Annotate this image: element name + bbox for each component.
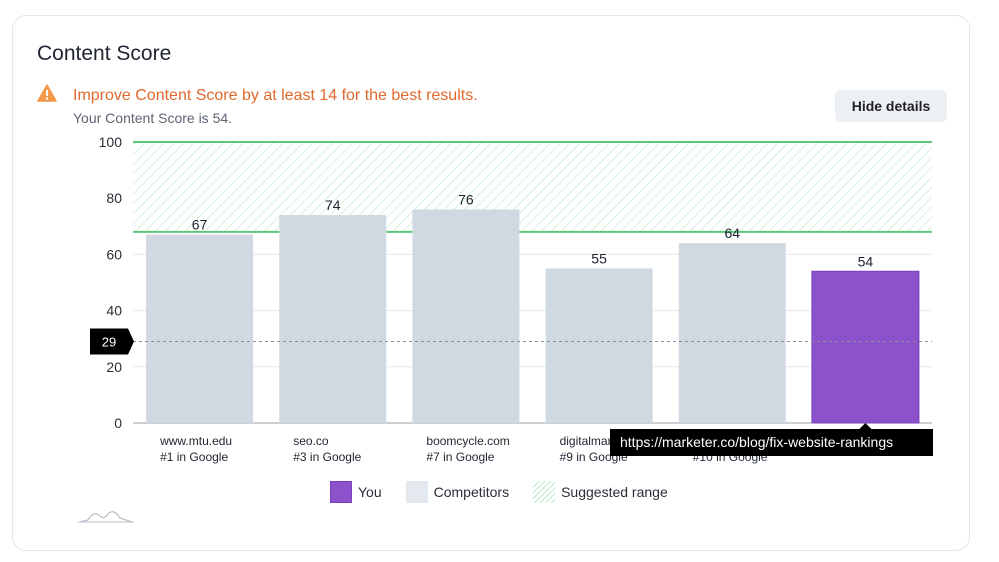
bar-competitor[interactable] bbox=[678, 243, 786, 423]
reference-badge-label: 29 bbox=[102, 335, 116, 350]
bar-competitor[interactable] bbox=[146, 234, 254, 423]
legend-label-competitors: Competitors bbox=[433, 484, 510, 500]
x-tick-rank-label: #3 in Google bbox=[293, 450, 361, 464]
x-tick-site-label: seo.co bbox=[293, 434, 329, 448]
bar-value-label: 54 bbox=[858, 253, 874, 269]
tooltip-url: https://marketer.co/blog/fix-website-ran… bbox=[620, 434, 893, 450]
tooltip-box bbox=[610, 429, 933, 456]
legend-item-you: You bbox=[330, 481, 382, 503]
legend-swatch-you bbox=[330, 481, 352, 503]
bar-value-label: 67 bbox=[192, 217, 208, 233]
bar-value-label: 64 bbox=[724, 225, 740, 241]
legend-label-suggested-range: Suggested range bbox=[561, 484, 668, 500]
reference-badge bbox=[90, 328, 134, 355]
tooltip-arrow bbox=[859, 423, 872, 429]
sparkline-icon[interactable] bbox=[78, 506, 134, 524]
x-tick-rank-label: #7 in Google bbox=[426, 450, 494, 464]
bar-value-label: 76 bbox=[458, 191, 474, 207]
legend-label-you: You bbox=[358, 484, 382, 500]
suggested-range-band bbox=[133, 142, 932, 232]
card-title: Content Score bbox=[37, 42, 172, 65]
warning-triangle-icon bbox=[37, 84, 57, 102]
y-tick-label: 0 bbox=[114, 415, 122, 431]
chart-legend: You Competitors Suggested range bbox=[330, 481, 692, 503]
legend-item-suggested-range: Suggested range bbox=[533, 481, 668, 503]
x-tick-site-label: boomcycle.com bbox=[426, 434, 509, 448]
bar-value-label: 55 bbox=[591, 250, 607, 266]
legend-swatch-suggested-range bbox=[533, 481, 556, 503]
bar-competitor[interactable] bbox=[412, 209, 520, 423]
y-tick-label: 80 bbox=[106, 190, 122, 206]
x-tick-rank-label: #1 in Google bbox=[160, 450, 228, 464]
score-message: Your Content Score is 54. bbox=[73, 110, 233, 126]
y-tick-label: 40 bbox=[106, 303, 122, 319]
y-tick-label: 100 bbox=[99, 134, 123, 150]
y-tick-label: 60 bbox=[106, 246, 122, 262]
hide-details-button[interactable]: Hide details bbox=[835, 90, 947, 122]
legend-item-competitors: Competitors bbox=[405, 481, 510, 503]
bar-value-label: 74 bbox=[325, 197, 341, 213]
content-score-chart: 0 20 40 60 80 100 29 67 www.mtu.edu #1 in Googl… bbox=[90, 134, 933, 464]
legend-swatch-competitors bbox=[405, 481, 428, 503]
bar-competitor[interactable] bbox=[279, 215, 387, 423]
x-tick-site-label: www.mtu.edu bbox=[159, 434, 232, 448]
y-tick-label: 20 bbox=[106, 359, 122, 375]
warning-message: Improve Content Score by at least 14 for… bbox=[73, 87, 478, 104]
bar-competitor[interactable] bbox=[545, 268, 653, 423]
bar-you[interactable] bbox=[811, 270, 920, 424]
